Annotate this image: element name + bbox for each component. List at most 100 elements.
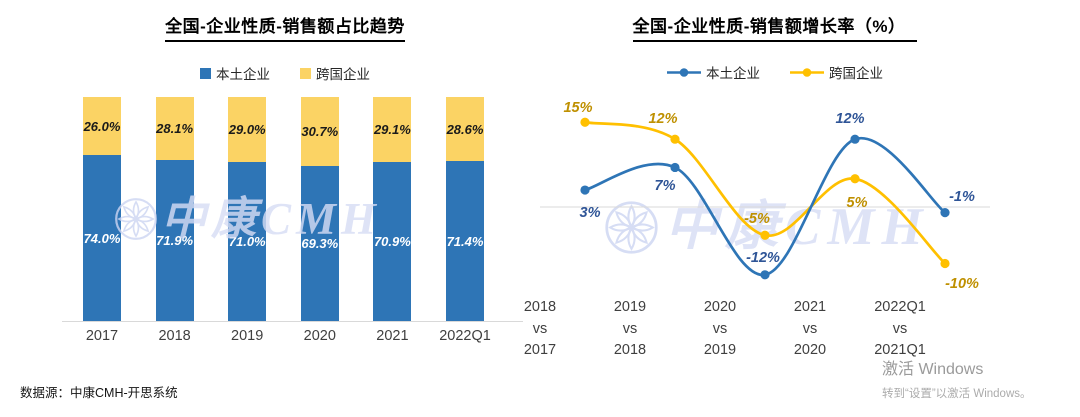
left-chart-title: 全国-企业性质-销售额占比趋势 xyxy=(35,12,535,42)
stacked-bar: 71.0% 29.0% xyxy=(228,97,267,321)
windows-activation-line2: 转到“设置”以激活 Windows。 xyxy=(882,388,1032,400)
line-category-label-row: 2021Q1 xyxy=(874,342,926,358)
data-point-marker xyxy=(670,134,680,144)
bar-value-label: 69.3% xyxy=(301,235,339,251)
bar-category-label: 2021 xyxy=(376,328,409,344)
legend-swatch-icon xyxy=(200,67,211,79)
point-value-label: 7% xyxy=(655,178,676,194)
line-category-label: 2022Q1 vs 2021Q1 xyxy=(855,297,945,362)
legend-label: 跨国企业 xyxy=(829,66,883,81)
bar-category-label: 2019 xyxy=(231,328,264,344)
point-value-label: -10% xyxy=(945,276,979,292)
left-chart-legend: 本土企业 跨国企业 xyxy=(35,63,535,83)
bar-x-axis-labels: 2017 2018 2019 2020 2021 2022Q1 xyxy=(62,328,523,350)
point-value-label: 12% xyxy=(648,111,677,127)
point-value-label: -5% xyxy=(744,211,770,227)
line-category-label-row: 2020 xyxy=(703,299,737,315)
bar-value-label: 29.0% xyxy=(228,121,266,137)
line-category-label-row: vs xyxy=(712,320,728,337)
data-point-marker xyxy=(760,230,770,240)
bar-value-label: 26.0% xyxy=(83,118,121,134)
data-point-marker xyxy=(670,162,680,173)
stacked-bar: 70.9% 29.1% xyxy=(373,97,412,321)
line-category-label-row: vs xyxy=(622,320,638,337)
legend-item: 跨国企业 xyxy=(790,62,883,82)
bar-category-label: 2020 xyxy=(303,328,336,344)
legend-line-marker-icon xyxy=(667,67,701,77)
line-category-label-row: 2021 xyxy=(793,299,827,315)
legend-swatch-icon xyxy=(300,67,311,79)
line-category-label-row: vs xyxy=(532,320,548,337)
bar-segment-local: 70.9% xyxy=(373,162,412,321)
data-point-marker xyxy=(940,208,950,218)
data-point-marker xyxy=(580,185,590,195)
legend-line-marker-icon xyxy=(790,67,824,77)
windows-activation-watermark: 激活 Windows 转到“设置”以激活 Windows。 xyxy=(882,355,1032,401)
bar-segment-multinational: 29.1% xyxy=(373,97,412,163)
bar-segment-multinational: 26.0% xyxy=(83,97,121,156)
stacked-bar: 69.3% 30.7% xyxy=(300,97,339,321)
legend-item: 本土企业 xyxy=(200,63,270,83)
line-category-label: 2019 vs 2018 xyxy=(585,297,675,362)
line-category-label-row: 2017 xyxy=(523,342,557,358)
legend-label: 本土企业 xyxy=(706,66,760,81)
point-value-label: 12% xyxy=(835,111,864,127)
bar-value-label: 28.1% xyxy=(156,120,194,136)
bar-segment-local: 69.3% xyxy=(300,165,339,321)
point-value-label: -12% xyxy=(746,250,780,266)
line-category-label-row: 2019 xyxy=(613,299,647,315)
point-value-label: 5% xyxy=(847,195,868,211)
legend-item: 本土企业 xyxy=(667,62,760,82)
right-chart-title: 全国-企业性质-销售额增长率（%） xyxy=(545,12,1005,42)
legend-item: 跨国企业 xyxy=(300,63,370,83)
line-category-label: 2021 vs 2020 xyxy=(765,297,855,362)
source-note: 数据源：中康CMH-开思系统 xyxy=(20,386,178,400)
growth-line-plot: 3% 7% -12% 12% -1% 15% 12% -5% 5% -10% xyxy=(540,100,990,292)
data-point-marker xyxy=(850,134,860,144)
bar-segment-local: 74.0% xyxy=(83,155,121,321)
bar-category-label: 2022Q1 xyxy=(439,328,491,344)
bar-segment-multinational: 28.6% xyxy=(446,97,484,162)
data-point-marker xyxy=(850,174,860,184)
legend-label: 跨国企业 xyxy=(316,67,370,82)
point-value-label: 15% xyxy=(563,100,592,116)
stacked-bar: 71.9% 28.1% xyxy=(155,97,194,321)
bar-segment-local: 71.4% xyxy=(446,161,484,321)
bar-segment-local: 71.0% xyxy=(228,161,267,321)
trend-line-1 xyxy=(583,120,947,265)
bar-value-label: 74.0% xyxy=(83,230,121,246)
data-point-marker xyxy=(760,270,770,280)
bar-category-label: 2017 xyxy=(85,328,119,344)
data-point-marker xyxy=(580,117,590,127)
line-category-label: 2020 vs 2019 xyxy=(675,297,765,362)
bar-segment-multinational: 29.0% xyxy=(228,97,267,162)
bar-segment-multinational: 28.1% xyxy=(155,97,194,160)
stacked-bar: 74.0% 26.0% xyxy=(83,97,121,321)
line-category-label-row: 2019 xyxy=(703,342,737,358)
windows-activation-line1: 激活 Windows xyxy=(882,361,984,378)
right-chart-legend: 本土企业 跨国企业 xyxy=(545,62,1005,82)
point-value-label: -1% xyxy=(949,189,975,205)
bar-value-label: 29.1% xyxy=(373,122,411,138)
line-category-label-row: vs xyxy=(802,320,818,337)
line-category-label-row: 2018 xyxy=(523,299,557,315)
data-point-marker xyxy=(940,258,950,269)
bar-value-label: 71.9% xyxy=(156,232,194,248)
line-category-label-row: 2018 xyxy=(613,342,647,358)
line-category-label: 2018 vs 2017 xyxy=(495,297,585,362)
bar-value-label: 30.7% xyxy=(301,123,339,139)
line-category-label-row: vs xyxy=(892,320,908,337)
left-chart-title-text: 全国-企业性质-销售额占比趋势 xyxy=(165,12,405,42)
right-chart-title-text: 全国-企业性质-销售额增长率（%） xyxy=(632,12,918,42)
stacked-bar: 71.4% 28.6% xyxy=(446,97,484,321)
bar-value-label: 71.0% xyxy=(228,233,266,249)
bar-value-label: 28.6% xyxy=(446,121,484,137)
legend-label: 本土企业 xyxy=(216,67,270,82)
line-category-label-row: 2020 xyxy=(793,342,827,358)
bar-category-label: 2018 xyxy=(158,328,191,344)
bar-value-label: 70.9% xyxy=(373,234,411,250)
line-category-label-row: 2022Q1 xyxy=(874,299,926,315)
bar-segment-local: 71.9% xyxy=(155,159,194,321)
bar-segment-multinational: 30.7% xyxy=(300,97,339,166)
